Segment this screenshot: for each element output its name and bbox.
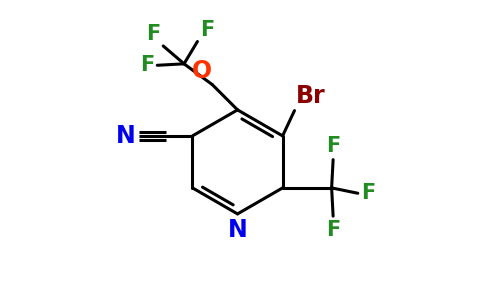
Text: O: O [192, 59, 212, 83]
Text: F: F [146, 25, 160, 44]
Text: N: N [116, 124, 136, 148]
Text: F: F [326, 220, 340, 240]
Text: Br: Br [296, 84, 326, 108]
Text: F: F [362, 183, 376, 203]
Text: F: F [326, 136, 340, 156]
Text: F: F [200, 20, 214, 40]
Text: F: F [140, 55, 154, 75]
Text: N: N [227, 218, 247, 242]
